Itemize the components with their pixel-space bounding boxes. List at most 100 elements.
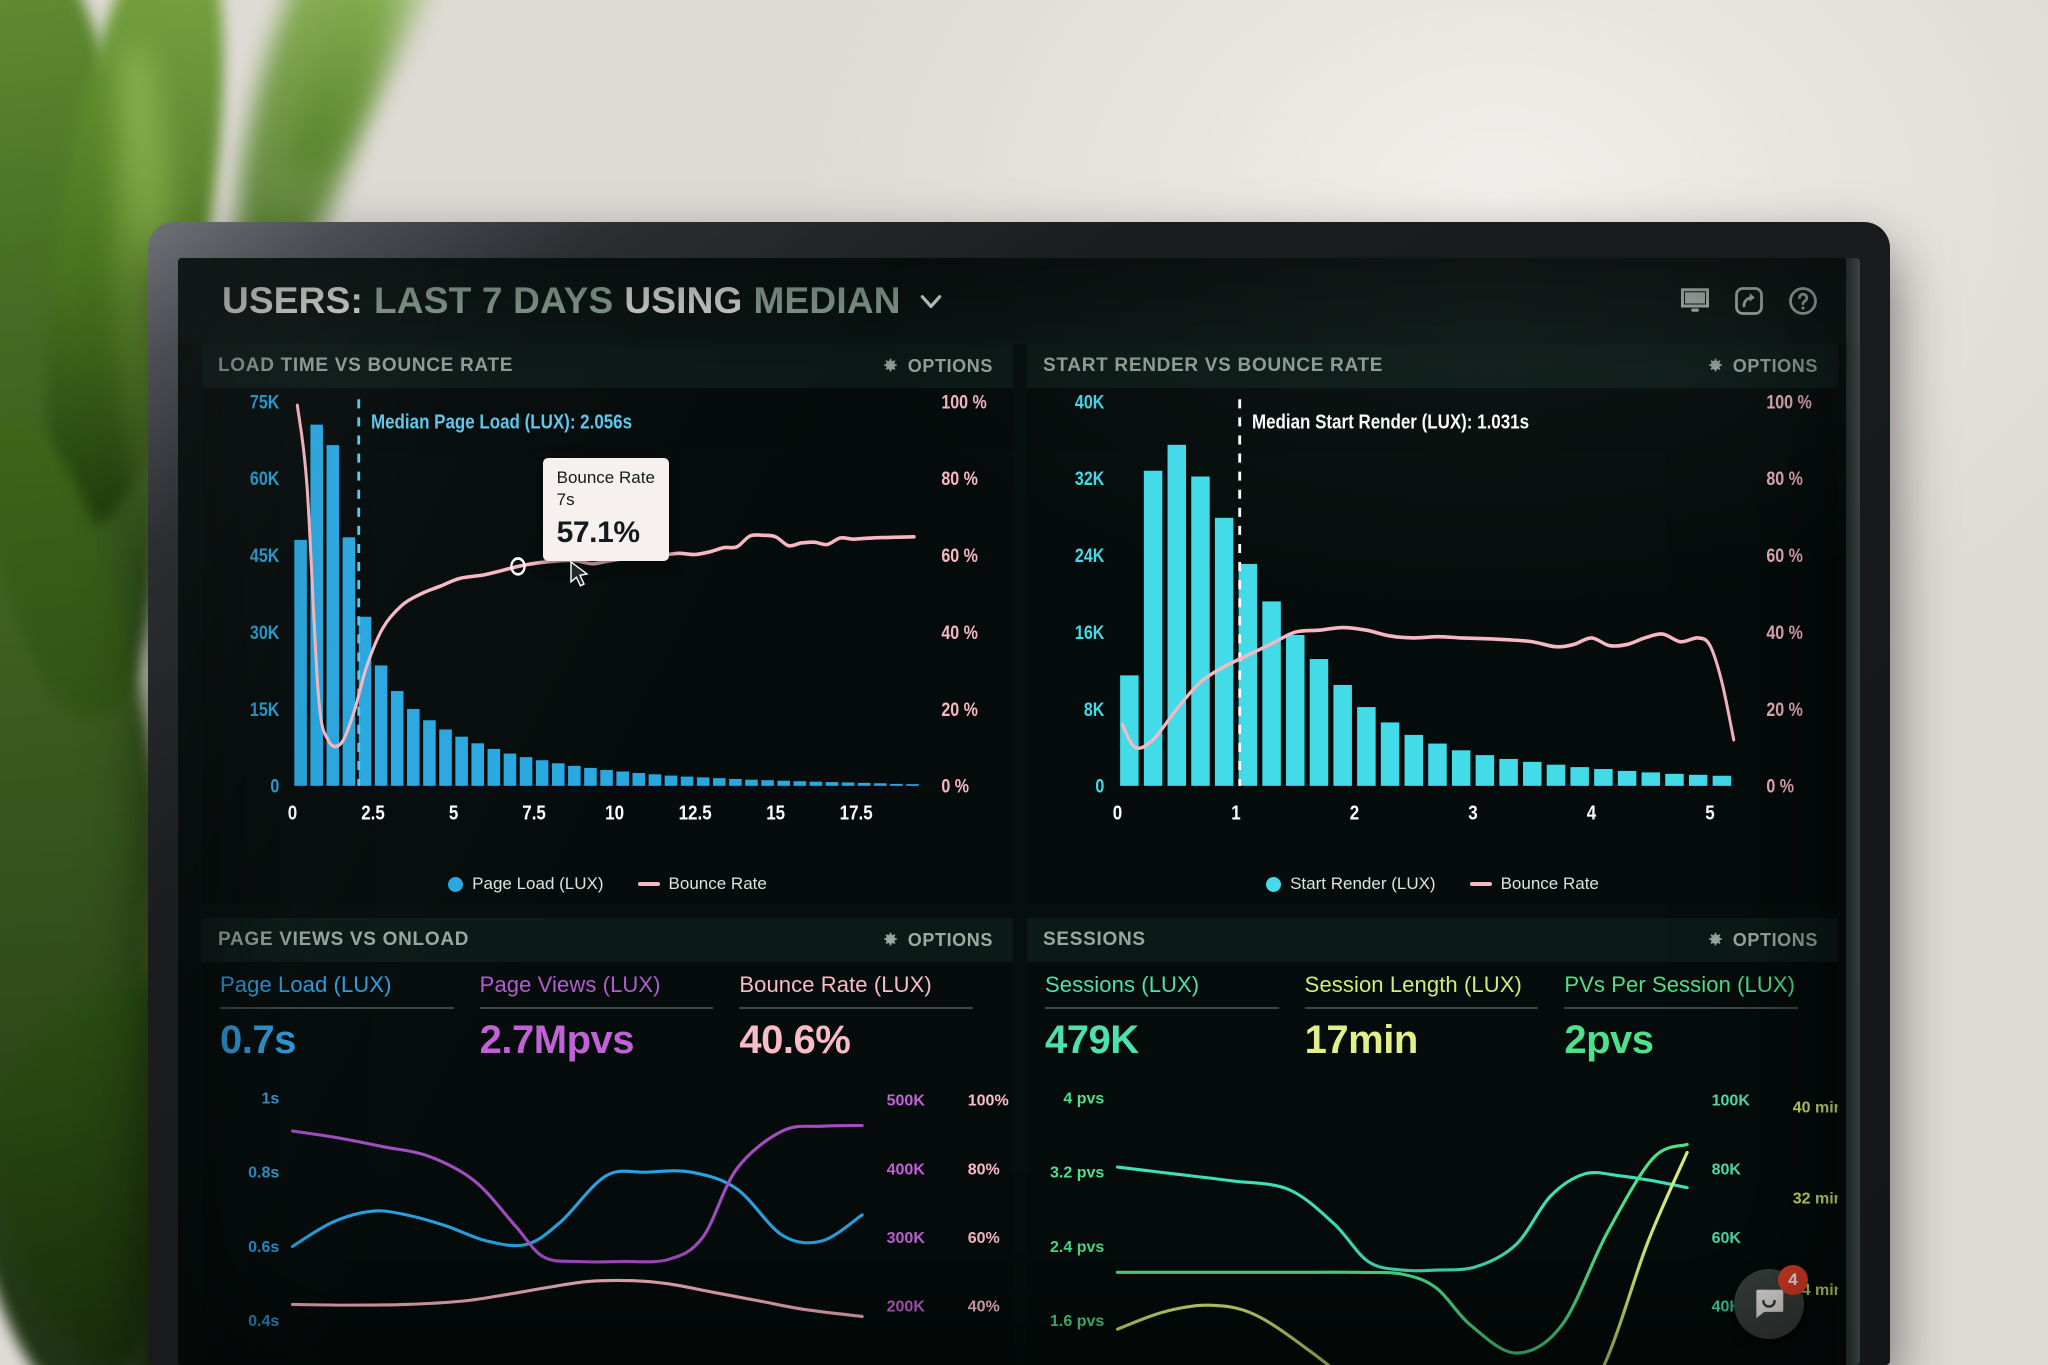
svg-text:4: 4 xyxy=(1587,801,1597,824)
metric-label: Page Views (LUX) xyxy=(479,972,661,997)
metric-label: Page Load (LUX) xyxy=(220,972,392,997)
options-button[interactable]: OPTIONS xyxy=(882,930,993,951)
svg-text:60K: 60K xyxy=(250,468,280,490)
metric-session-length[interactable]: Session Length (LUX) 17min xyxy=(1304,972,1565,1063)
metric-divider xyxy=(479,1007,714,1009)
legend-label: Bounce Rate xyxy=(1500,874,1599,893)
chart-start-render-vs-bounce-rate[interactable]: 0 8K 16K 24K 32K 40K 0 % 20 % 40 % 60 % 80 % 100 % 0… xyxy=(1027,388,1838,874)
panel-header: SESSIONS OPTIONS xyxy=(1027,918,1838,962)
metric-label: Bounce Rate (LUX) xyxy=(739,972,932,997)
metric-value: 17min xyxy=(1304,1018,1419,1062)
svg-text:80%: 80% xyxy=(968,1161,1000,1178)
metric-row: Page Load (LUX) 0.7s Page Views (LUX) 2.… xyxy=(202,962,1013,1063)
svg-text:0: 0 xyxy=(1095,775,1104,797)
svg-text:60 %: 60 % xyxy=(1766,545,1803,567)
monitor-icon[interactable] xyxy=(1680,286,1710,316)
metric-value: 2.7Mpvs xyxy=(479,1018,635,1062)
legend-line-icon xyxy=(637,882,660,886)
panel-header: PAGE VIEWS VS ONLOAD OPTIONS xyxy=(202,918,1013,962)
svg-text:40 min: 40 min xyxy=(1793,1100,1838,1117)
svg-text:0 %: 0 % xyxy=(1766,775,1794,797)
legend-item-bounce-rate[interactable]: Bounce Rate xyxy=(637,874,767,894)
chevron-down-icon[interactable] xyxy=(918,288,944,314)
metric-divider xyxy=(739,1007,974,1009)
mouse-cursor-icon xyxy=(569,560,589,587)
tooltip-label: Bounce Rate xyxy=(556,468,655,488)
svg-text:40 %: 40 % xyxy=(941,622,978,644)
svg-text:3: 3 xyxy=(1468,801,1477,824)
page-title[interactable]: USERS: LAST 7 DAYS USING MEDIAN xyxy=(222,280,944,322)
legend-label: Bounce Rate xyxy=(668,874,767,893)
svg-text:80K: 80K xyxy=(1712,1161,1742,1178)
svg-text:80 %: 80 % xyxy=(941,468,978,490)
metric-value: 2pvs xyxy=(1564,1018,1654,1062)
svg-text:45K: 45K xyxy=(250,545,280,567)
metric-sessions[interactable]: Sessions (LUX) 479K xyxy=(1045,972,1305,1063)
legend-item-start-render[interactable]: Start Render (LUX) xyxy=(1266,874,1436,894)
svg-text:10: 10 xyxy=(605,801,624,824)
analytics-dashboard: USERS: LAST 7 DAYS USING MEDIAN xyxy=(178,258,1860,1365)
legend-dot-icon xyxy=(1266,876,1282,892)
chart-svg: 0.4s 0.6s 0.8s 1s 200K 300K 400K 500K 40% 60% 80% 1… xyxy=(248,1091,1009,1330)
metric-bounce-rate[interactable]: Bounce Rate (LUX) 40.6% xyxy=(739,972,999,1063)
gear-icon xyxy=(1708,932,1722,945)
title-using: USING xyxy=(624,280,743,321)
svg-text:1: 1 xyxy=(1231,801,1240,824)
svg-text:60%: 60% xyxy=(968,1230,1000,1247)
svg-text:400K: 400K xyxy=(887,1161,926,1178)
metric-pvs-per-session[interactable]: PVs Per Session (LUX) 2pvs xyxy=(1564,972,1824,1063)
gear-icon xyxy=(883,932,897,945)
svg-text:75K: 75K xyxy=(250,391,280,413)
svg-text:17.5: 17.5 xyxy=(840,801,873,824)
metric-row: Sessions (LUX) 479K Session Length (LUX)… xyxy=(1027,962,1838,1063)
svg-text:60K: 60K xyxy=(1712,1230,1742,1247)
svg-text:32K: 32K xyxy=(1075,468,1105,490)
options-button[interactable]: OPTIONS xyxy=(1707,356,1818,377)
svg-text:200K: 200K xyxy=(887,1299,926,1316)
header-icon-group xyxy=(1680,286,1818,316)
svg-text:0.6s: 0.6s xyxy=(248,1239,279,1256)
legend-item-bounce-rate[interactable]: Bounce Rate xyxy=(1469,874,1599,894)
share-icon[interactable] xyxy=(1734,286,1764,316)
svg-text:24K: 24K xyxy=(1075,545,1105,567)
svg-text:0.8s: 0.8s xyxy=(248,1165,279,1182)
svg-text:15K: 15K xyxy=(250,698,280,720)
chat-unread-badge: 4 xyxy=(1778,1265,1808,1295)
options-label: OPTIONS xyxy=(1732,929,1818,950)
svg-text:500K: 500K xyxy=(887,1093,926,1110)
svg-text:Median Start Render (LUX): 1.0: Median Start Render (LUX): 1.031s xyxy=(1252,410,1529,433)
chart-legend: Page Load (LUX) Bounce Rate xyxy=(202,874,1013,904)
svg-text:12.5: 12.5 xyxy=(679,801,712,824)
metric-value: 479K xyxy=(1045,1018,1139,1062)
metric-page-load[interactable]: Page Load (LUX) 0.7s xyxy=(220,972,480,1063)
svg-text:0: 0 xyxy=(1113,801,1122,824)
svg-text:40%: 40% xyxy=(968,1299,1000,1316)
metric-page-views[interactable]: Page Views (LUX) 2.7Mpvs xyxy=(479,972,740,1063)
chart-load-time-vs-bounce-rate[interactable]: 0 15K 30K 45K 60K 75K 0 % 20 % 40 % 60 % 80 % 100 %… xyxy=(202,388,1013,874)
gear-icon xyxy=(1708,358,1722,371)
chart-page-views-vs-onload[interactable]: 0.4s 0.6s 0.8s 1s 200K 300K 400K 500K 40% 60% 80% 1… xyxy=(202,1063,1013,1365)
panel-title: SESSIONS xyxy=(1043,929,1146,950)
chat-widget-button[interactable]: 4 xyxy=(1734,1265,1808,1339)
legend-item-page-load[interactable]: Page Load (LUX) xyxy=(448,874,604,894)
metric-value: 40.6% xyxy=(739,1018,851,1062)
svg-text:8K: 8K xyxy=(1084,698,1105,720)
title-aggregation: MEDIAN xyxy=(753,280,901,321)
svg-text:5: 5 xyxy=(1705,801,1714,824)
svg-text:60 %: 60 % xyxy=(941,545,978,567)
svg-text:100 %: 100 % xyxy=(941,391,987,413)
chart-legend: Start Render (LUX) Bounce Rate xyxy=(1027,874,1838,904)
svg-text:32 min: 32 min xyxy=(1793,1191,1838,1208)
options-button[interactable]: OPTIONS xyxy=(882,356,993,377)
svg-text:16K: 16K xyxy=(1075,622,1105,644)
help-icon[interactable] xyxy=(1788,286,1818,316)
options-button[interactable]: OPTIONS xyxy=(1707,930,1818,951)
legend-dot-icon xyxy=(448,876,464,892)
svg-text:40K: 40K xyxy=(1075,391,1105,413)
panel-grid: LOAD TIME VS BOUNCE RATE OPTIONS 0 15K 30K… xyxy=(178,344,1860,1365)
options-label: OPTIONS xyxy=(1732,355,1818,376)
svg-text:5: 5 xyxy=(449,801,458,824)
